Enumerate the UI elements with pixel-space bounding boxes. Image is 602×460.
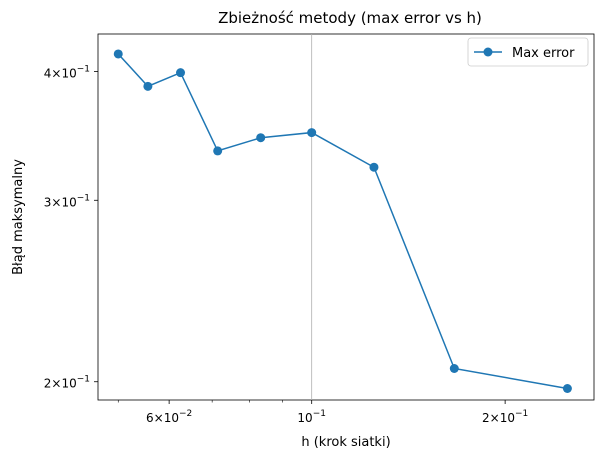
data-point [213,146,223,156]
y-tick-label: 4×10−1 [44,65,90,81]
x-axis: 6×10−2 10−1 2×10−1 [117,400,528,425]
data-point [256,133,266,143]
data-point [562,383,572,393]
data-point [307,128,317,138]
legend-marker [483,47,493,57]
plot-frame [97,33,595,401]
data-point [143,81,153,91]
data-point [449,364,459,374]
x-tick-label: 10−1 [297,409,326,425]
y-axis-label: Błąd maksymalny [11,159,26,275]
series-layer [113,49,572,393]
y-tick-label: 2×10−1 [44,375,90,391]
legend-box [467,37,589,67]
data-point [176,68,186,78]
data-point [369,162,379,172]
legend: Max error [467,37,589,67]
x-tick-label: 6×10−2 [146,409,192,425]
y-tick-label: 3×10−1 [44,193,90,209]
series-line [117,53,568,390]
legend-label: Max error [512,46,575,61]
x-tick-label: 2×10−1 [482,409,528,425]
x-axis-label: h (krok siatki) [301,435,390,450]
y-axis: 2×10−1 3×10−1 4×10−1 [44,65,98,391]
chart-title: Zbieżność metody (max error vs h) [218,9,482,27]
data-point [113,49,123,59]
